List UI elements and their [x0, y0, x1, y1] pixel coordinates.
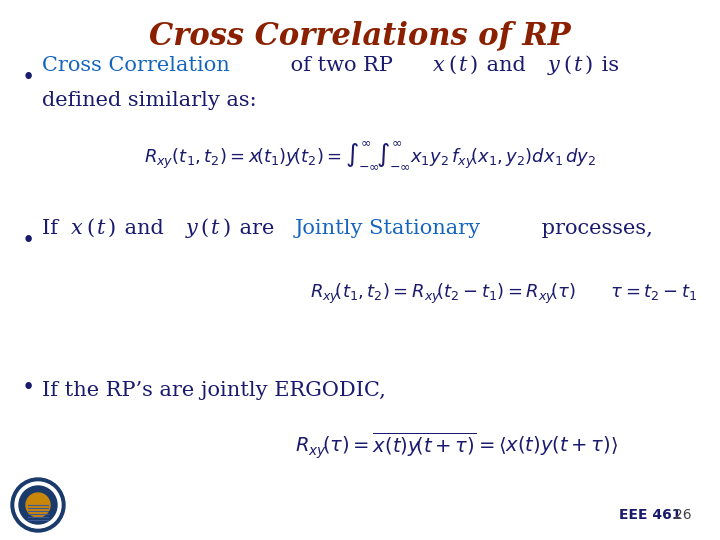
Circle shape	[15, 482, 61, 528]
Text: ): )	[222, 219, 230, 238]
Text: Cross Correlation: Cross Correlation	[42, 56, 230, 75]
Text: 26: 26	[674, 508, 692, 522]
Text: t: t	[212, 219, 220, 238]
Text: and: and	[480, 56, 533, 75]
Text: y: y	[186, 219, 197, 238]
Text: ): )	[108, 219, 116, 238]
Text: t: t	[96, 219, 105, 238]
Text: Jointly Stationary: Jointly Stationary	[294, 219, 481, 238]
Text: $R_{xy}\left(t_1,t_2\right)= x\!\left(t_1\right)y\!\left(t_2\right)= \int_{-\inf: $R_{xy}\left(t_1,t_2\right)= x\!\left(t_…	[144, 139, 596, 171]
Text: y: y	[548, 56, 559, 75]
Text: •: •	[22, 377, 35, 399]
Text: ): )	[584, 56, 593, 75]
Circle shape	[26, 493, 50, 517]
Text: (: (	[201, 219, 209, 238]
Text: x: x	[433, 56, 445, 75]
Text: t: t	[573, 56, 582, 75]
Circle shape	[11, 478, 65, 532]
Text: If: If	[42, 219, 65, 238]
Text: (: (	[563, 56, 571, 75]
Circle shape	[19, 486, 57, 524]
Text: (: (	[449, 56, 456, 75]
Text: ): )	[469, 56, 478, 75]
Text: If the RP’s are jointly ERGODIC,: If the RP’s are jointly ERGODIC,	[42, 381, 386, 400]
Text: EEE 461: EEE 461	[619, 508, 682, 522]
Text: are: are	[233, 219, 281, 238]
Text: $R_{xy}\!\left(t_1,t_2\right)= R_{xy}\!\left(t_2-t_1\right)= R_{xy}\!\left(\tau\: $R_{xy}\!\left(t_1,t_2\right)= R_{xy}\!\…	[310, 282, 698, 306]
Text: •: •	[22, 67, 35, 89]
Text: $R_{xy}\!\left(\tau\right)= \overline{x(t)y\!\left(t+\tau\right)}= \left\langle : $R_{xy}\!\left(\tau\right)= \overline{x(…	[295, 431, 618, 461]
Text: of two RP: of two RP	[284, 56, 400, 75]
Text: t: t	[459, 56, 467, 75]
Text: is: is	[595, 56, 619, 75]
Text: processes,: processes,	[535, 219, 652, 238]
Text: (: (	[86, 219, 94, 238]
Text: defined similarly as:: defined similarly as:	[42, 91, 256, 110]
Text: x: x	[71, 219, 83, 238]
Text: Cross Correlations of RP: Cross Correlations of RP	[149, 20, 571, 51]
Text: •: •	[22, 230, 35, 252]
Text: and: and	[118, 219, 171, 238]
